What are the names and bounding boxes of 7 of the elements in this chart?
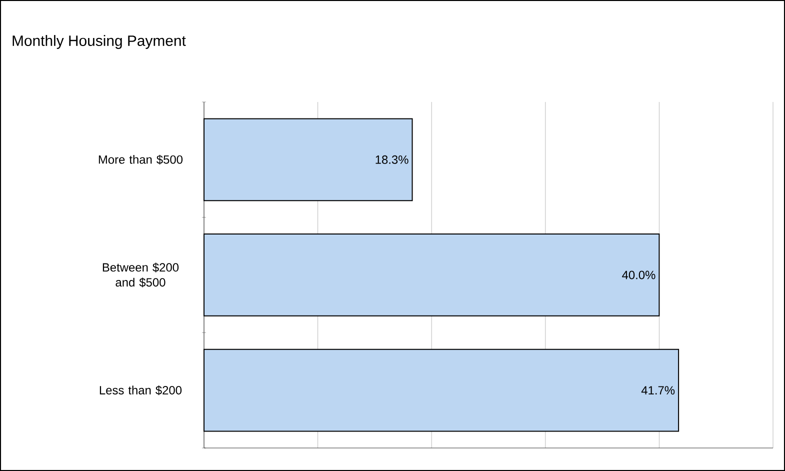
chart-title: Monthly Housing Payment (12, 35, 186, 49)
y-tick-label: Between $200 and $500 (102, 262, 179, 288)
data-label: 40.0% (622, 270, 656, 280)
data-label: 41.7% (641, 386, 675, 394)
y-tick-label: More than $500 (98, 154, 183, 164)
data-label: 18.3% (376, 155, 408, 164)
y-tick-label: Less than $200 (100, 385, 182, 396)
